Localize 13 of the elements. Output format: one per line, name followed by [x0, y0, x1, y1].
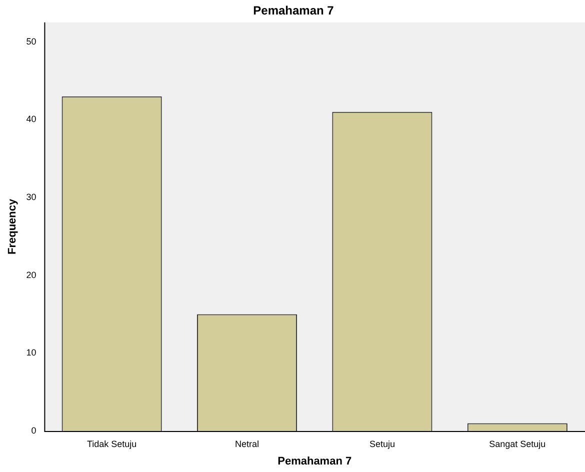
x-axis-title: Pemahaman 7	[278, 455, 352, 468]
y-tick-label: 10	[26, 348, 36, 358]
y-tick-label: 30	[26, 192, 36, 202]
x-tick-label: Sangat Setuju	[489, 438, 546, 449]
y-axis-title: Frequency	[6, 198, 19, 255]
y-tick-label: 0	[31, 425, 36, 436]
y-tick-label: 20	[26, 270, 36, 280]
x-tick-label: Setuju	[369, 438, 395, 449]
y-tick-label: 40	[26, 114, 36, 124]
chart-title: Pemahaman 7	[253, 4, 334, 18]
y-tick-label: 50	[26, 36, 36, 46]
x-tick-label: Netral	[235, 438, 260, 449]
x-tick-label: Tidak Setuju	[86, 438, 137, 449]
